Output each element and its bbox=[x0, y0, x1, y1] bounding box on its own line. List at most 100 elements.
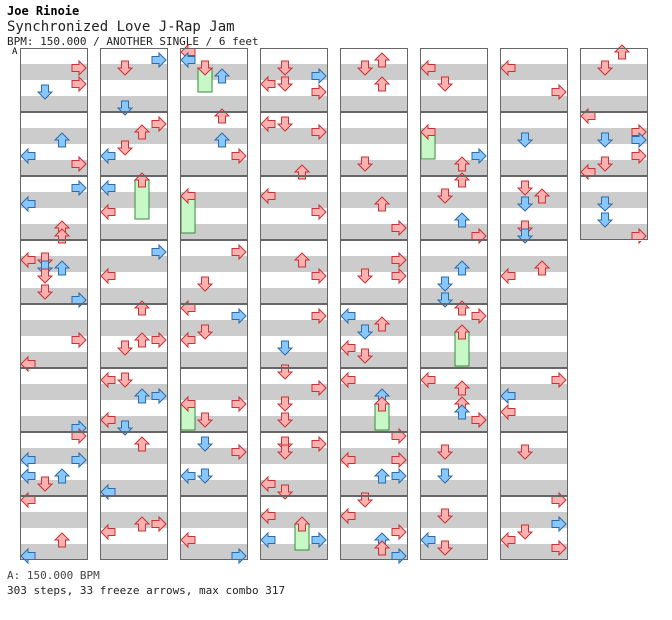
beat-stripe bbox=[340, 544, 408, 560]
measure-border bbox=[420, 112, 488, 176]
beat-stripe bbox=[500, 480, 568, 496]
beat-stripe bbox=[580, 128, 648, 144]
arrow-down-icon bbox=[436, 508, 454, 524]
empty-measure bbox=[580, 304, 648, 368]
beat-stripe bbox=[20, 224, 88, 240]
measure-border bbox=[20, 176, 88, 240]
beat-stripe bbox=[180, 480, 248, 496]
beat-stripe bbox=[20, 192, 88, 208]
beat-stripe bbox=[500, 448, 568, 464]
arrow-down-icon bbox=[596, 196, 614, 212]
measure-border bbox=[260, 240, 328, 304]
measure-border bbox=[340, 112, 408, 176]
arrow-up-icon bbox=[53, 260, 71, 276]
arrow-right-icon bbox=[71, 331, 87, 349]
beat-stripe bbox=[260, 192, 328, 208]
bpm-marker-label: A bbox=[12, 47, 18, 57]
measure-border bbox=[420, 496, 488, 560]
arrow-down-icon bbox=[196, 276, 214, 292]
arrow-down-icon bbox=[276, 340, 294, 356]
beat-stripe bbox=[20, 416, 88, 432]
arrow-down-icon bbox=[596, 156, 614, 172]
arrow-left-icon bbox=[500, 531, 516, 549]
arrow-down-icon bbox=[516, 132, 534, 148]
arrow-down-icon bbox=[516, 524, 534, 540]
beat-stripe bbox=[180, 256, 248, 272]
beat-stripe bbox=[420, 448, 488, 464]
arrow-down-icon bbox=[36, 284, 54, 300]
beat-stripe bbox=[180, 320, 248, 336]
beat-stripe bbox=[420, 128, 488, 144]
arrow-left-icon bbox=[100, 371, 116, 389]
arrow-left-icon bbox=[340, 507, 356, 525]
beat-stripe bbox=[100, 192, 168, 208]
arrow-left-icon bbox=[20, 147, 36, 165]
arrow-down-icon bbox=[36, 268, 54, 284]
measure-border bbox=[580, 48, 648, 112]
empty-measure bbox=[580, 240, 648, 304]
chart-summary: 303 steps, 33 freeze arrows, max combo 3… bbox=[7, 584, 286, 597]
beat-stripe bbox=[100, 352, 168, 368]
arrow-left-icon bbox=[20, 467, 36, 485]
arrow-up-icon bbox=[453, 380, 471, 396]
arrow-right-icon bbox=[391, 523, 407, 541]
beat-stripe bbox=[340, 320, 408, 336]
arrow-right-icon bbox=[391, 267, 407, 285]
arrow-left-icon bbox=[260, 75, 276, 93]
arrow-right-icon bbox=[551, 539, 567, 557]
beat-stripe bbox=[180, 160, 248, 176]
arrow-right-icon bbox=[551, 83, 567, 101]
beat-stripe bbox=[20, 352, 88, 368]
arrow-right-icon bbox=[151, 51, 167, 69]
arrow-left-icon bbox=[340, 451, 356, 469]
beat-stripe bbox=[20, 480, 88, 496]
beat-stripe bbox=[340, 160, 408, 176]
beat-stripe bbox=[20, 160, 88, 176]
beat-stripe bbox=[500, 352, 568, 368]
beat-stripe bbox=[180, 512, 248, 528]
beat-stripe bbox=[20, 384, 88, 400]
measure-border bbox=[500, 240, 568, 304]
measure-border bbox=[500, 368, 568, 432]
beat-stripe bbox=[500, 416, 568, 432]
arrow-right-icon bbox=[391, 219, 407, 237]
beat-stripe bbox=[20, 448, 88, 464]
measure-border bbox=[20, 48, 88, 112]
arrow-down-icon bbox=[436, 444, 454, 460]
beat-stripe bbox=[500, 160, 568, 176]
beat-stripe bbox=[100, 64, 168, 80]
beat-stripe bbox=[500, 512, 568, 528]
arrow-up-icon bbox=[213, 68, 231, 84]
measure-border bbox=[340, 176, 408, 240]
arrow-down-icon bbox=[356, 156, 374, 172]
arrow-right-icon bbox=[631, 147, 647, 165]
arrow-left-icon bbox=[420, 371, 436, 389]
measure-border bbox=[100, 368, 168, 432]
measure-border bbox=[180, 112, 248, 176]
arrow-up-icon bbox=[533, 260, 551, 276]
beat-stripe bbox=[180, 288, 248, 304]
measure-border bbox=[180, 496, 248, 560]
beat-stripe bbox=[100, 384, 168, 400]
arrow-down-icon bbox=[116, 340, 134, 356]
arrow-right-icon bbox=[231, 147, 247, 165]
measure-border bbox=[340, 240, 408, 304]
arrow-down-icon bbox=[436, 540, 454, 556]
beat-stripe bbox=[20, 64, 88, 80]
arrow-up-icon bbox=[133, 124, 151, 140]
arrow-up-icon bbox=[373, 52, 391, 68]
beat-stripe bbox=[340, 256, 408, 272]
arrow-left-icon bbox=[420, 59, 436, 77]
arrow-up-icon bbox=[373, 316, 391, 332]
arrow-down-icon bbox=[596, 60, 614, 76]
arrow-right-icon bbox=[231, 243, 247, 261]
measure-border bbox=[180, 240, 248, 304]
step-chart bbox=[20, 43, 648, 565]
arrow-left-icon bbox=[20, 251, 36, 269]
arrow-right-icon bbox=[311, 435, 327, 453]
arrow-up-icon bbox=[533, 188, 551, 204]
arrow-right-icon bbox=[231, 395, 247, 413]
arrow-up-icon bbox=[133, 516, 151, 532]
measure-border bbox=[260, 112, 328, 176]
measure-border bbox=[20, 112, 88, 176]
